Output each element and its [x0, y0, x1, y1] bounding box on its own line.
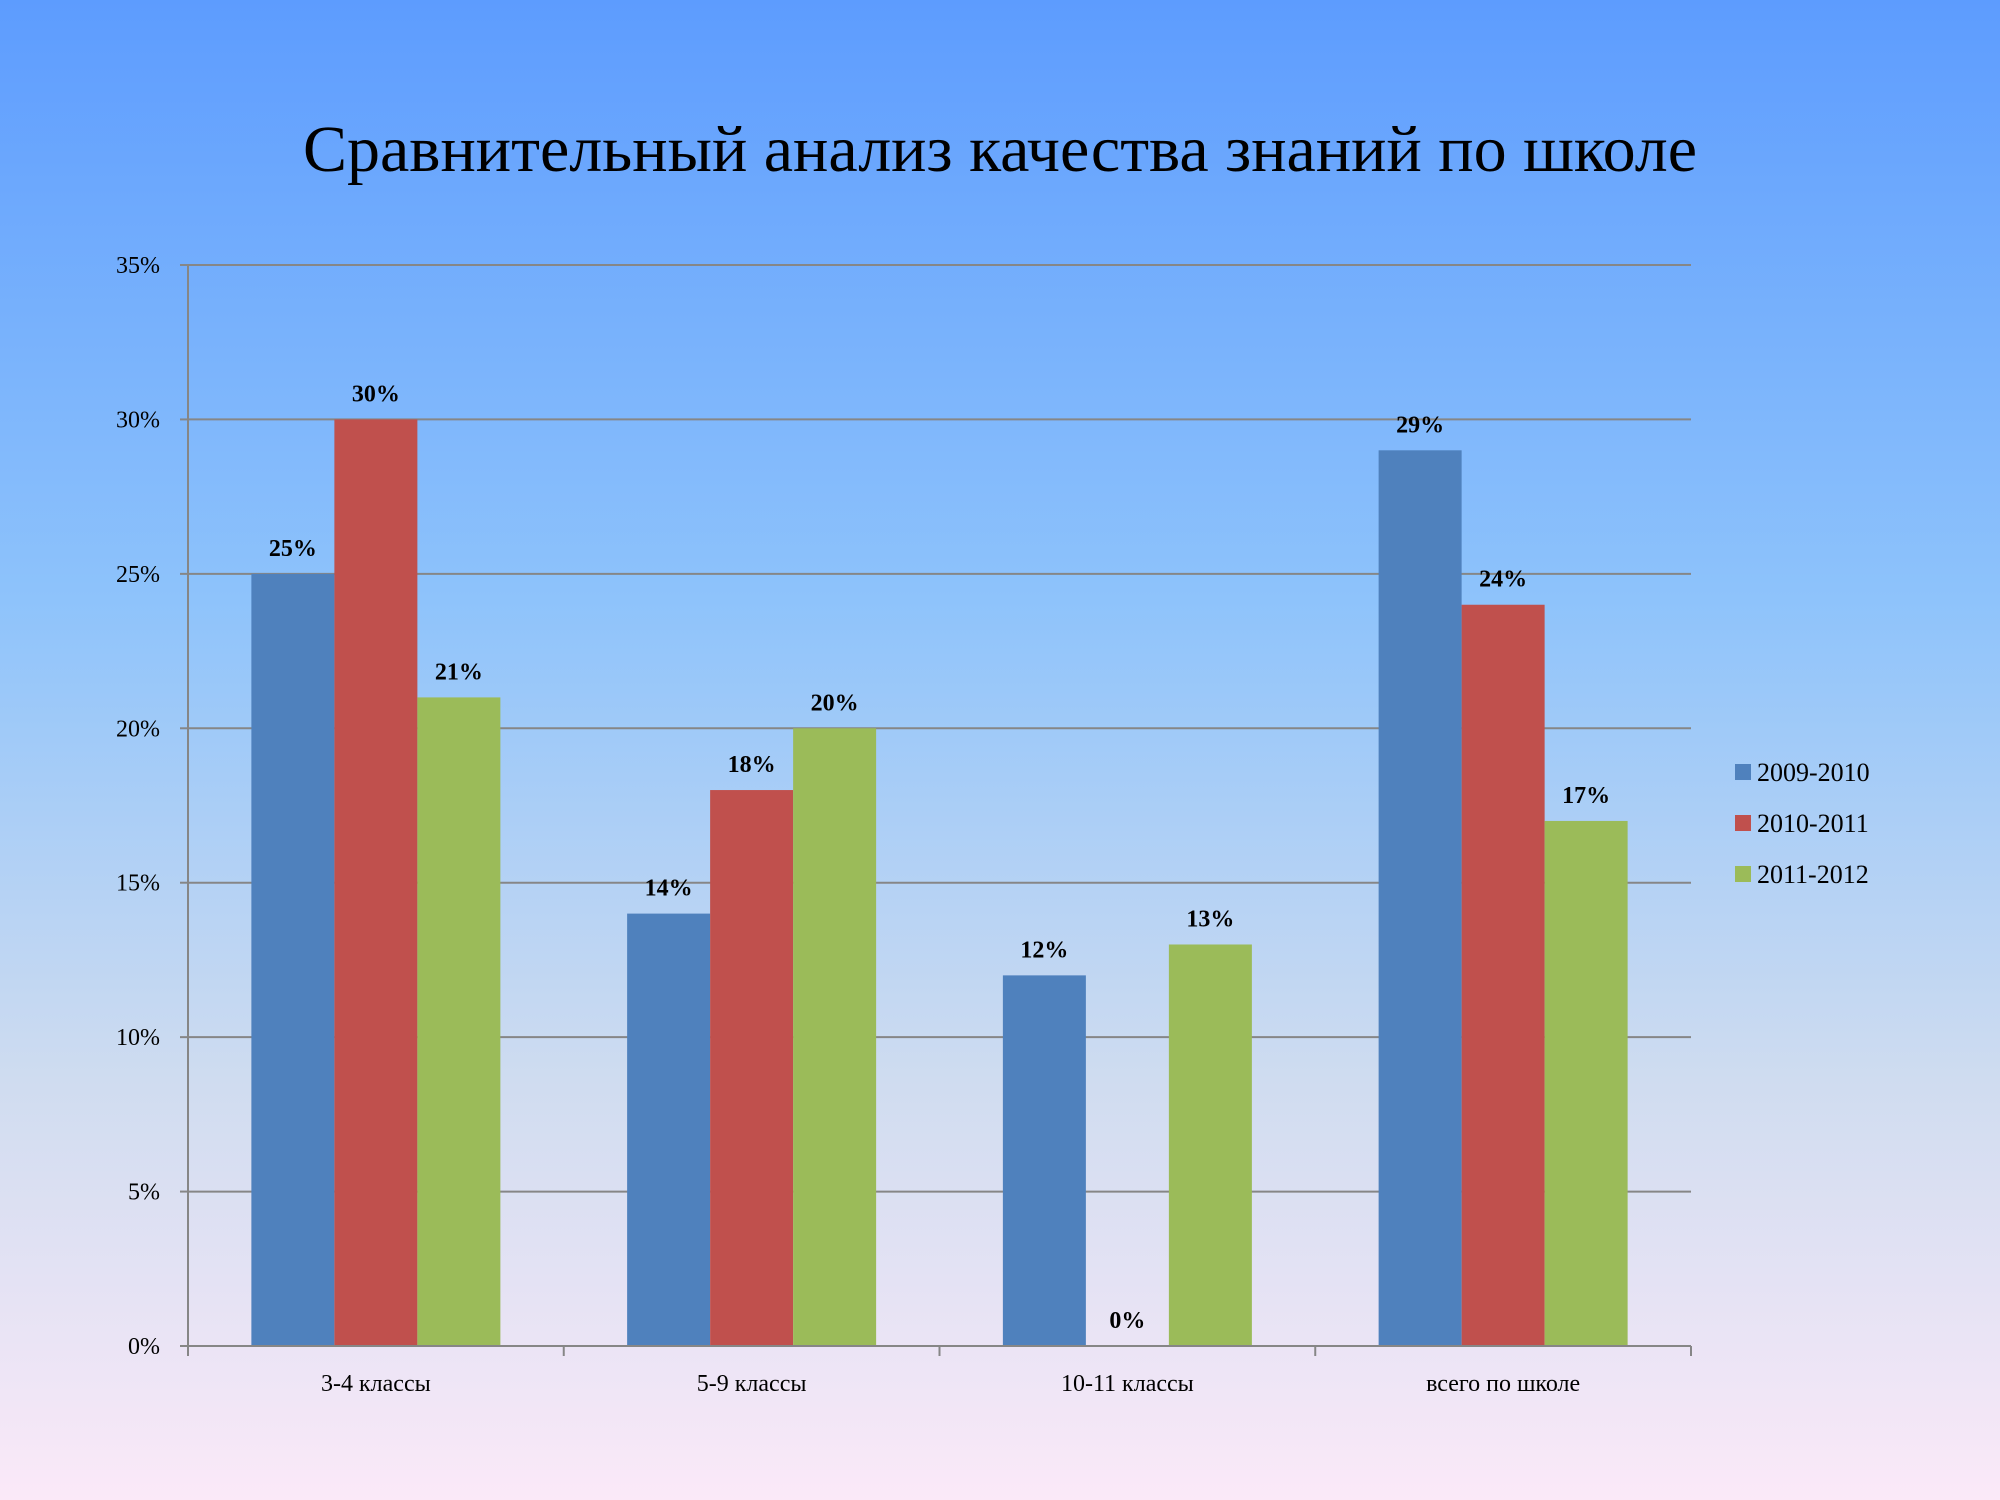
y-tick-label: 35% [116, 253, 160, 279]
bar[interactable] [627, 913, 711, 1346]
page-title: Сравнительный анализ качества знаний по … [302, 113, 1698, 186]
legend-label: 2011-2012 [1757, 860, 1869, 889]
legend-swatch[interactable] [1735, 764, 1751, 780]
data-label: 29% [1396, 412, 1444, 438]
y-tick-label: 0% [128, 1334, 160, 1360]
y-tick-label: 10% [116, 1025, 160, 1051]
bar[interactable] [793, 728, 877, 1346]
bar[interactable] [1461, 604, 1545, 1346]
data-label: 14% [645, 876, 693, 902]
bar[interactable] [1168, 944, 1252, 1346]
data-label: 13% [1186, 906, 1234, 932]
legend-label: 2009-2010 [1757, 758, 1870, 787]
data-label: 18% [728, 752, 776, 778]
data-label: 21% [435, 659, 483, 685]
data-label: 20% [811, 690, 859, 716]
legend-label: 2010-2011 [1757, 809, 1869, 838]
bar[interactable] [417, 697, 501, 1346]
x-tick-label: 5-9 классы [697, 1371, 807, 1397]
x-tick-label: всего по школе [1426, 1371, 1580, 1397]
bar[interactable] [1002, 975, 1086, 1346]
data-label: 30% [352, 381, 400, 407]
data-label: 25% [269, 536, 317, 562]
y-tick-label: 5% [128, 1180, 160, 1206]
x-tick-label: 3-4 классы [321, 1371, 431, 1397]
bar[interactable] [710, 790, 794, 1346]
bar[interactable] [1378, 450, 1462, 1346]
bar[interactable] [334, 419, 418, 1346]
data-label: 12% [1020, 937, 1068, 963]
bar[interactable] [1544, 820, 1628, 1346]
data-label: 24% [1479, 567, 1527, 593]
x-tick-label: 10-11 классы [1061, 1371, 1194, 1397]
y-tick-label: 15% [116, 871, 160, 897]
y-tick-label: 20% [116, 716, 160, 742]
y-tick-label: 30% [116, 407, 160, 433]
data-label: 0% [1109, 1308, 1145, 1334]
y-tick-label: 25% [116, 562, 160, 588]
legend-swatch[interactable] [1735, 866, 1751, 882]
data-label: 17% [1562, 783, 1610, 809]
legend-swatch[interactable] [1735, 815, 1751, 831]
bar[interactable] [251, 573, 335, 1346]
